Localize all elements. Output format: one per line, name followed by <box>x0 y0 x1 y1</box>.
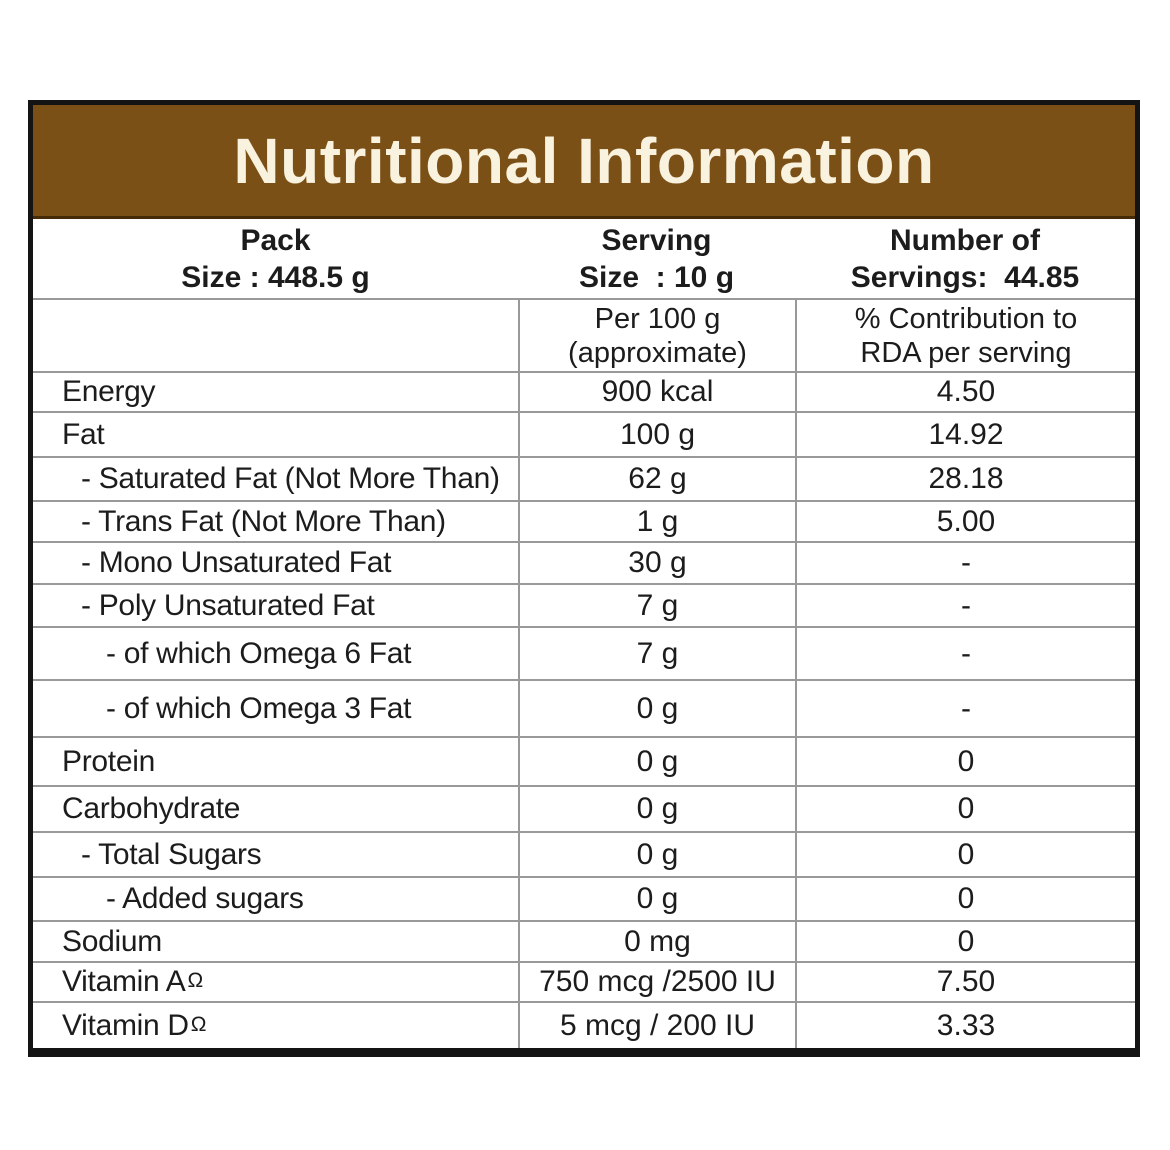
number-of-servings-cell: Number of Servings: 44.85 <box>795 219 1135 298</box>
serving-size-line-1: Serving <box>601 223 712 257</box>
nutrient-name-cell: Fat <box>33 413 518 456</box>
per-100g-value: 7 g <box>518 585 795 626</box>
per-100g-header-line-1: Per 100 g <box>594 302 721 335</box>
number-of-servings-line-2: Servings: 44.85 <box>850 260 1080 294</box>
nutrient-name: Fat <box>62 417 105 451</box>
rda-value: 28.18 <box>795 458 1135 500</box>
nutrient-row: - of which Omega 6 Fat 7 g- <box>33 628 1135 681</box>
rda-header-line-1: % Contribution to <box>854 302 1078 335</box>
nutrient-name-cell: - Added sugars <box>33 878 518 920</box>
nutrient-name-cell: Energy <box>33 373 518 411</box>
per-100g-value: 7 g <box>518 628 795 679</box>
per-100g-column-header: Per 100 g (approximate) <box>518 300 795 371</box>
rda-value: 5.00 <box>795 502 1135 541</box>
nutrient-name-cell: - of which Omega 3 Fat <box>33 681 518 736</box>
rda-value: 0 <box>795 833 1135 876</box>
per-100g-value: 0 g <box>518 787 795 831</box>
nutrition-table: Nutritional Information Pack Size : 448.… <box>28 100 1140 1057</box>
nutrient-row: Energy 900 kcal 4.50 <box>33 373 1135 413</box>
rda-value: - <box>795 628 1135 679</box>
nutrient-row: - of which Omega 3 Fat 0 g- <box>33 681 1135 738</box>
nutrient-name-cell: - Mono Unsaturated Fat <box>33 543 518 583</box>
nutrient-name: Protein <box>62 744 155 778</box>
nutrient-name-cell: Sodium <box>33 922 518 961</box>
per-100g-header-line-2: (approximate) <box>568 336 747 369</box>
nutrient-name: Vitamin A <box>62 965 186 998</box>
rda-value: 7.50 <box>795 963 1135 1001</box>
rda-header-line-2: RDA per serving <box>860 336 1072 369</box>
rda-value: 0 <box>795 878 1135 920</box>
pack-size-line-1: Pack <box>240 223 311 257</box>
rda-value: 0 <box>795 738 1135 785</box>
nutrient-name-cell: - Saturated Fat (Not More Than) <box>33 458 518 500</box>
per-100g-value: 62 g <box>518 458 795 500</box>
nutrient-name: Sodium <box>62 924 162 958</box>
nutrient-name-cell: Carbohydrate <box>33 787 518 831</box>
nutrient-name-cell: - Trans Fat (Not More Than) <box>33 502 518 541</box>
pack-size-line-2: Size : 448.5 g <box>181 260 370 294</box>
rda-value: 4.50 <box>795 373 1135 411</box>
nutrient-name-cell: - Poly Unsaturated Fat <box>33 585 518 626</box>
per-100g-value: 1 g <box>518 502 795 541</box>
pack-size-cell: Pack Size : 448.5 g <box>33 219 518 298</box>
rda-value: - <box>795 585 1135 626</box>
nutrient-name: Carbohydrate <box>62 792 241 825</box>
nutrient-name-cell: - Total Sugars <box>33 833 518 876</box>
rda-value: - <box>795 543 1135 583</box>
rda-value: - <box>795 681 1135 736</box>
nutrient-name-cell: - of which Omega 6 Fat <box>33 628 518 679</box>
nutrient-name: - Added sugars <box>106 882 304 915</box>
per-100g-value: 900 kcal <box>518 373 795 411</box>
nutrient-name: - Mono Unsaturated Fat <box>81 546 392 579</box>
nutrient-column-header-empty <box>33 300 518 371</box>
per-100g-value: 750 mcg /2500 IU <box>518 963 795 1001</box>
title-band: Nutritional Information <box>33 105 1135 219</box>
nutrient-name: Vitamin D <box>62 1008 189 1042</box>
per-100g-value: 0 g <box>518 681 795 736</box>
rda-value: 0 <box>795 922 1135 961</box>
nutrient-name: - Total Sugars <box>81 837 262 871</box>
nutrient-name: - of which Omega 3 Fat <box>106 691 412 725</box>
nutrient-rows: Energy 900 kcal 4.50 Fat 100 g 14.92- Saturat… <box>33 373 1135 1048</box>
serving-size-cell: Serving Size : 10 g <box>518 219 795 298</box>
per-100g-value: 0 g <box>518 878 795 920</box>
per-100g-value: 0 g <box>518 738 795 785</box>
nutrient-row: Sodium 0 mg 0 <box>33 922 1135 963</box>
table-title: Nutritional Information <box>233 124 935 197</box>
per-100g-value: 30 g <box>518 543 795 583</box>
nutrient-name-cell: Protein <box>33 738 518 785</box>
rda-value: 14.92 <box>795 413 1135 456</box>
rda-column-header: % Contribution to RDA per serving <box>795 300 1135 371</box>
nutrient-row: - Poly Unsaturated Fat 7 g- <box>33 585 1135 628</box>
nutrient-name: Energy <box>62 375 156 408</box>
rda-value: 0 <box>795 787 1135 831</box>
nutrient-row: - Trans Fat (Not More Than) 1 g 5.00 <box>33 502 1135 543</box>
nutrient-row: Fat 100 g 14.92 <box>33 413 1135 458</box>
per-100g-value: 100 g <box>518 413 795 456</box>
pack-info-row: Pack Size : 448.5 g Serving Size : 10 g … <box>33 219 1135 300</box>
nutrient-name: - Poly Unsaturated Fat <box>81 588 375 622</box>
per-100g-value: 0 mg <box>518 922 795 961</box>
nutrient-row: Vitamin A Ω 750 mcg /2500 IU 7.50 <box>33 963 1135 1003</box>
serving-size-line-2: Size : 10 g <box>578 260 735 294</box>
column-header-row: Per 100 g (approximate) % Contribution t… <box>33 300 1135 373</box>
number-of-servings-line-1: Number of <box>890 223 1040 257</box>
nutrient-name: - of which Omega 6 Fat <box>106 636 412 670</box>
per-100g-value: 0 g <box>518 833 795 876</box>
nutrient-row: - Saturated Fat (Not More Than) 62 g 28.18 <box>33 458 1135 502</box>
rda-value: 3.33 <box>795 1003 1135 1048</box>
per-100g-value: 5 mcg / 200 IU <box>518 1003 795 1048</box>
nutrient-row: - Mono Unsaturated Fat 30 g- <box>33 543 1135 585</box>
nutrient-name: - Trans Fat (Not More Than) <box>81 504 446 538</box>
nutrient-name: - Saturated Fat (Not More Than) <box>81 462 500 495</box>
